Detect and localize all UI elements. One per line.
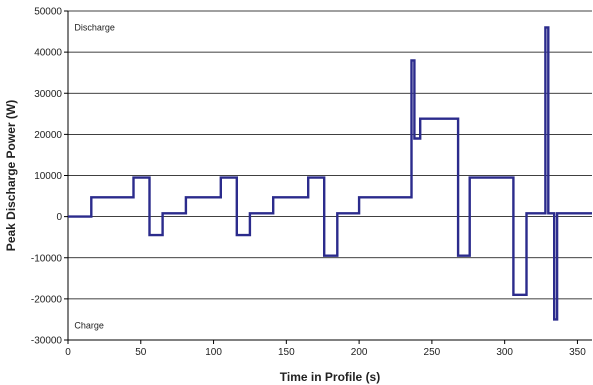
annotation-label: Charge xyxy=(74,321,104,331)
x-axis-title: Time in Profile (s) xyxy=(280,370,380,384)
x-tick-label: 200 xyxy=(351,347,368,358)
x-tick-label: 250 xyxy=(424,347,441,358)
y-tick-label: -30000 xyxy=(31,336,63,347)
y-tick-label: 20000 xyxy=(34,130,62,141)
y-tick-label: 50000 xyxy=(34,7,62,18)
y-tick-label: -20000 xyxy=(31,294,63,305)
x-tick-label: 0 xyxy=(65,347,71,358)
x-tick-label: 100 xyxy=(205,347,222,358)
x-tick-label: 350 xyxy=(569,347,586,358)
y-axis-title: Peak Discharge Power (W) xyxy=(4,100,18,251)
y-tick-label: -10000 xyxy=(31,253,63,264)
y-tick-label: 0 xyxy=(56,212,62,223)
y-tick-label: 10000 xyxy=(34,171,62,182)
x-tick-label: 150 xyxy=(278,347,295,358)
x-tick-label: 300 xyxy=(496,347,513,358)
y-tick-label: 40000 xyxy=(34,48,62,59)
series-line xyxy=(68,26,592,321)
annotation-label: Discharge xyxy=(74,22,115,32)
y-tick-label: 30000 xyxy=(34,89,62,100)
x-tick-label: 50 xyxy=(135,347,147,358)
annotations: Discharge Charge xyxy=(74,22,115,330)
ticks: -30000 -20000 -10000 0 10000 20000 30000 40000 5… xyxy=(31,7,586,359)
series-layer xyxy=(68,26,592,321)
